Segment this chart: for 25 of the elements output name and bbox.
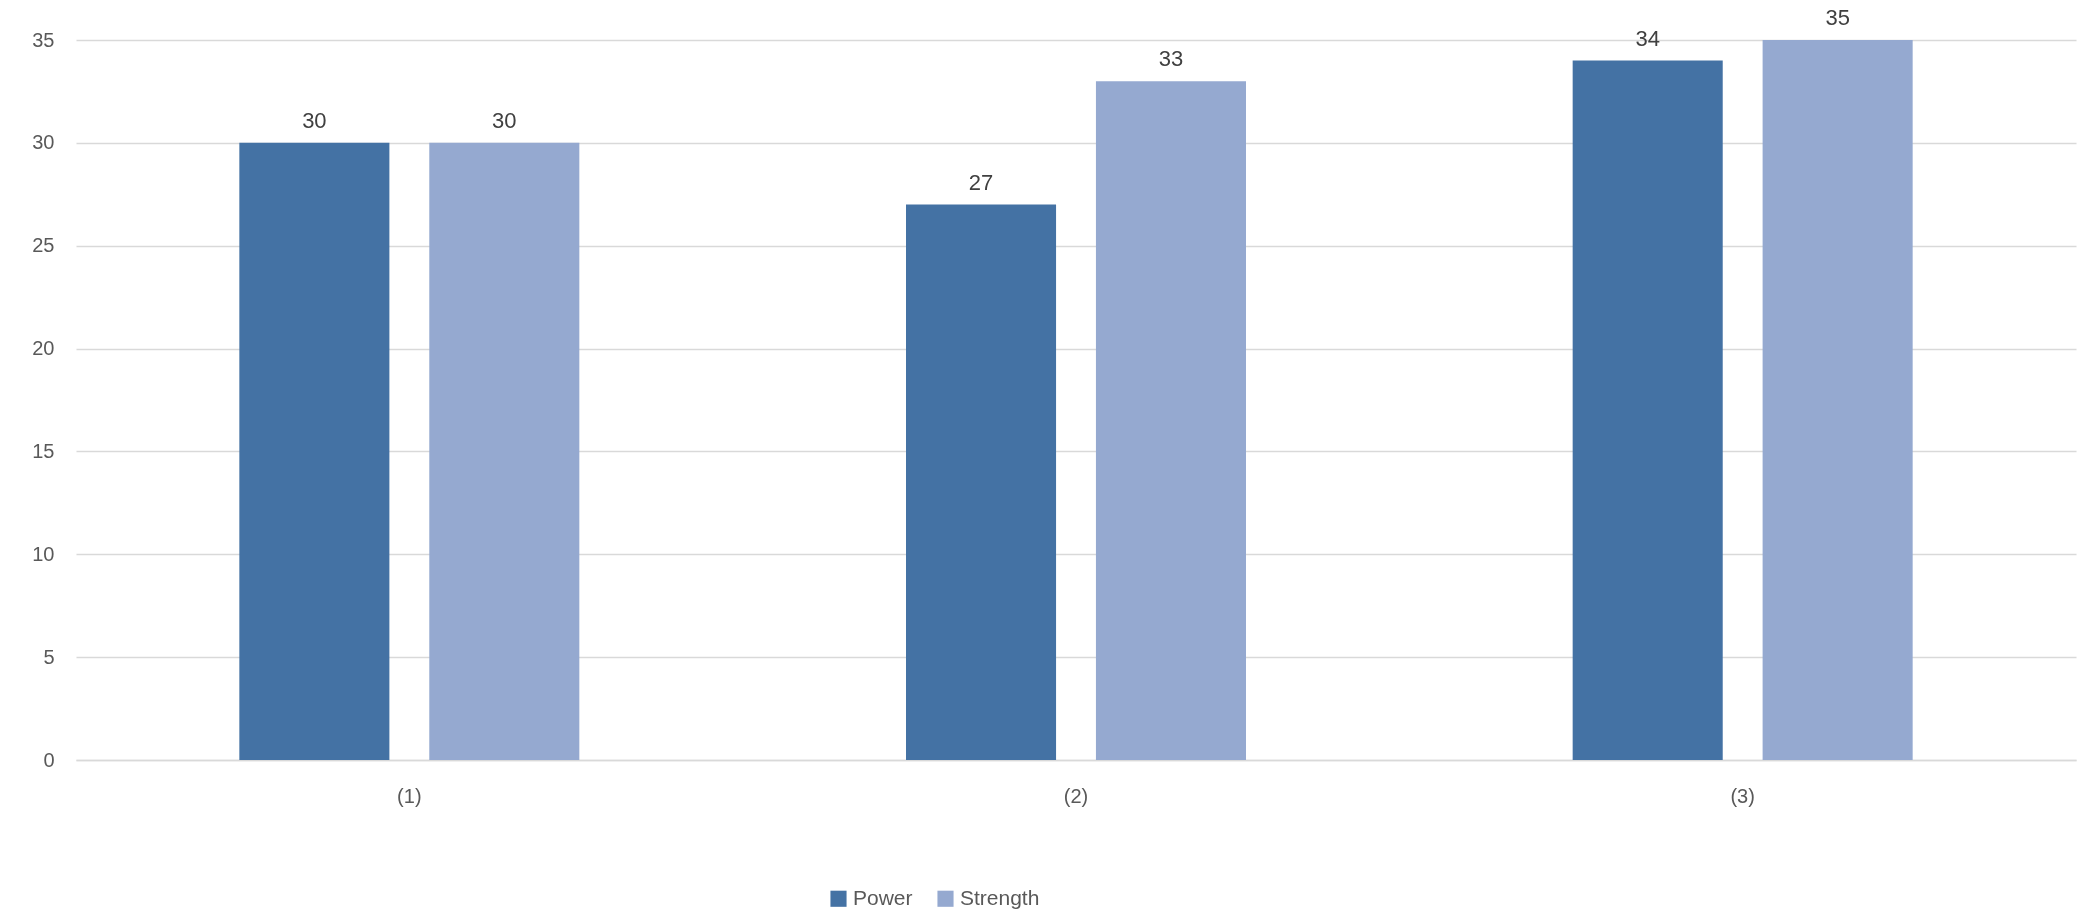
y-tick-label: 20 [32, 337, 55, 360]
bar [239, 142, 390, 760]
bar [1572, 60, 1723, 760]
legend-label: Strength [960, 885, 1040, 909]
data-label: 35 [1825, 5, 1850, 30]
data-label: 30 [302, 107, 327, 133]
legend-label: Power [853, 885, 913, 909]
data-label: 34 [1635, 25, 1660, 51]
data-label: 33 [1158, 46, 1184, 72]
data-label: 27 [968, 169, 994, 195]
y-tick-label: 0 [43, 748, 55, 771]
bar [429, 142, 580, 760]
bar [906, 204, 1057, 760]
y-tick-label: 15 [32, 439, 55, 462]
y-tick-label: 35 [32, 28, 55, 51]
data-label: 30 [492, 107, 517, 133]
y-tick-label: 10 [32, 542, 55, 565]
x-tick-label: (2) [1063, 784, 1089, 807]
y-tick-label: 30 [32, 131, 55, 154]
y-tick-label: 25 [32, 234, 55, 257]
y-tick-label: 5 [43, 645, 55, 668]
x-tick-label: (1) [397, 784, 422, 807]
bar [1762, 40, 1913, 760]
x-tick-label: (3) [1730, 784, 1755, 807]
bar [1095, 81, 1246, 760]
